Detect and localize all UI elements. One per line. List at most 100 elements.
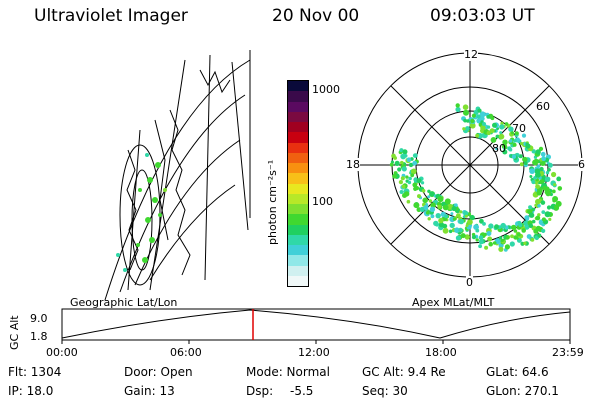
aurora-point <box>541 156 546 162</box>
aurora-point <box>438 217 444 224</box>
aurora-point <box>466 119 470 123</box>
colorbar-band <box>288 183 308 194</box>
aurora-point <box>508 126 514 132</box>
aurora-point <box>513 139 517 143</box>
aurora-point <box>478 244 482 249</box>
aurora-point <box>498 246 504 252</box>
aurora-point <box>460 233 466 239</box>
aurora-point <box>467 219 473 226</box>
aurora-point <box>537 233 542 238</box>
aurora-point <box>437 196 444 203</box>
aurora-point <box>531 179 536 185</box>
aurora-point <box>419 206 425 212</box>
aurora-point <box>473 109 479 115</box>
aurora-point <box>482 122 486 126</box>
aurora-point <box>455 235 461 241</box>
mlt-label-0: 0 <box>466 276 473 289</box>
aurora-point <box>454 227 460 233</box>
aurora-point <box>551 189 556 194</box>
x-tick-1200: 12:00 <box>298 346 330 359</box>
aurora-point <box>412 153 418 159</box>
aurora-point <box>494 224 499 230</box>
x-tick-0600: 06:00 <box>170 346 202 359</box>
gain-value: Gain: 13 <box>124 384 175 398</box>
lat-label-80: 80 <box>492 142 506 155</box>
aurora-point <box>486 130 491 136</box>
aurora-point <box>464 234 470 240</box>
instrument-title: Ultraviolet Imager <box>34 6 188 26</box>
aurora-point <box>448 229 453 234</box>
aurora-point <box>471 235 477 240</box>
aurora-point <box>490 137 497 143</box>
aurora-point <box>417 194 421 199</box>
aurora-point <box>531 207 536 212</box>
colorbar-band <box>288 81 308 92</box>
aurora-point <box>524 215 530 221</box>
lat-label-60: 60 <box>536 100 550 113</box>
colorbar-band <box>288 204 308 215</box>
polar-aurora <box>389 103 563 252</box>
aurora-point <box>500 222 507 229</box>
aurora-point <box>450 212 454 216</box>
aurora-point <box>498 236 503 240</box>
aurora-point <box>430 214 435 219</box>
aurora-point <box>433 220 439 227</box>
aurora-point <box>544 176 551 182</box>
aurora-point <box>528 205 533 210</box>
aurora-point <box>533 158 539 165</box>
aurora-point <box>469 214 475 221</box>
aurora-point <box>502 149 508 155</box>
colorbar-band <box>288 152 308 163</box>
aurora-point <box>408 176 412 181</box>
aurora-point <box>478 239 484 245</box>
colorbar-band <box>288 132 308 143</box>
aurora-point <box>429 191 435 197</box>
aurora-point <box>522 156 528 163</box>
aurora-point <box>544 190 549 195</box>
aurora-point <box>471 113 476 118</box>
aurora-point <box>392 173 397 179</box>
aurora-point <box>437 204 442 209</box>
aurora-point <box>516 232 521 237</box>
colorbar-band <box>288 255 308 266</box>
aurora-point <box>488 241 494 247</box>
aurora-point <box>479 111 486 118</box>
aurora-point <box>470 118 475 124</box>
aurora-point <box>519 162 524 167</box>
aurora-point <box>401 166 407 172</box>
aurora-point <box>442 227 449 234</box>
aurora-point <box>536 190 542 196</box>
aurora-point <box>464 214 468 218</box>
aurora-point <box>444 198 451 205</box>
aurora-point <box>510 131 514 135</box>
aurora-point <box>492 241 497 245</box>
colorbar-tick-100: 100 <box>312 195 333 208</box>
aurora-point <box>394 160 400 166</box>
aurora-point <box>413 202 420 209</box>
aurora-point <box>475 228 480 233</box>
aurora-point <box>552 198 557 203</box>
aurora-point <box>504 244 510 250</box>
aurora-point <box>541 217 546 222</box>
aurora-point <box>511 154 517 159</box>
aurora-point <box>529 175 533 178</box>
colorbar-band <box>288 173 308 184</box>
aurora-point <box>505 235 510 240</box>
aurora-point <box>463 109 469 116</box>
aurora-point <box>487 236 493 242</box>
aurora-point <box>406 157 412 162</box>
ip-value: IP: 18.0 <box>8 384 54 398</box>
aurora-point <box>484 245 489 250</box>
aurora-point <box>535 215 541 221</box>
aurora-point <box>400 176 405 181</box>
lat-label-70: 70 <box>512 122 526 135</box>
aurora-point <box>455 103 460 108</box>
aurora-point <box>535 149 541 155</box>
aurora-point <box>508 139 513 143</box>
aurora-point <box>521 133 527 138</box>
x-tick-2359: 23:59 <box>552 346 584 359</box>
colorbar-band <box>288 142 308 153</box>
aurora-point <box>547 162 553 168</box>
